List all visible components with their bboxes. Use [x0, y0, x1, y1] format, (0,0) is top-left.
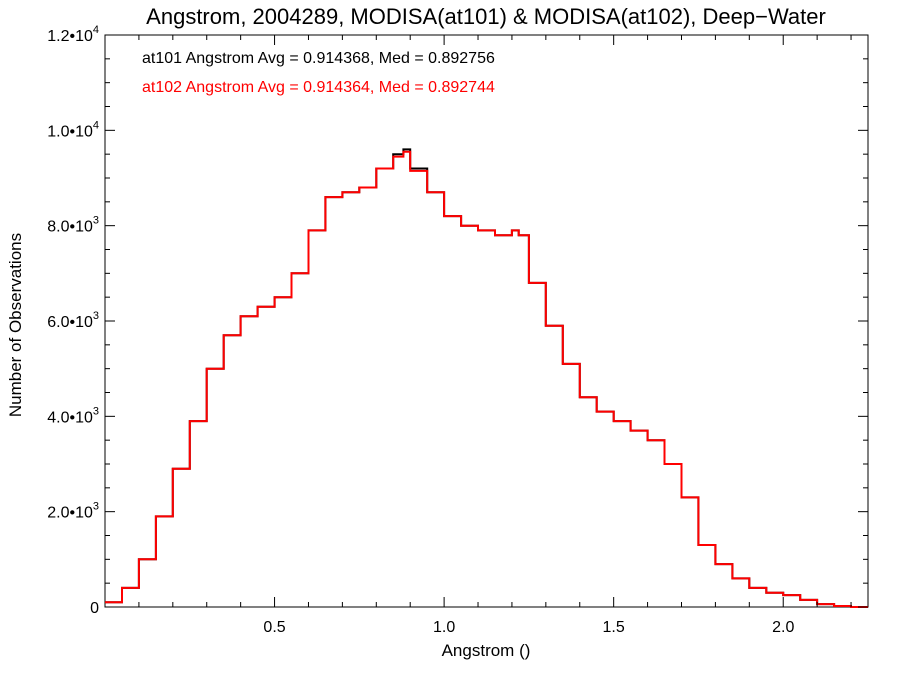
- annotation-1: at101 Angstrom Avg = 0.914368, Med = 0.8…: [142, 50, 495, 67]
- x-tick-label: 1.0: [433, 619, 455, 636]
- x-tick-label: 2.0: [772, 619, 794, 636]
- y-tick-label: 8.0•103: [47, 215, 99, 236]
- y-tick-label: 1.2•104: [47, 24, 99, 45]
- x-tick-label: 0.5: [263, 619, 285, 636]
- y-tick-label: 4.0•103: [47, 405, 99, 426]
- chart-title: Angstrom, 2004289, MODISA(at101) & MODIS…: [146, 4, 826, 29]
- y-axis-label: Number of Observations: [6, 233, 25, 417]
- series-line-2: [105, 150, 868, 608]
- x-tick-label: 1.5: [603, 619, 625, 636]
- y-tick-label: 1.0•104: [47, 119, 99, 140]
- series-layer: [105, 148, 868, 608]
- ticks-layer: 0.5 1.0 1.5 2.0 0 2.0•103 4.0•103 6.0•103 8.0•10…: [47, 24, 868, 636]
- y-tick-label: 6.0•103: [47, 310, 99, 331]
- y-tick-label: 0: [90, 600, 99, 617]
- annotation-2: at102 Angstrom Avg = 0.914364, Med = 0.8…: [142, 79, 495, 96]
- plot-frame: [104, 34, 869, 608]
- y-tick-label: 2.0•103: [47, 501, 99, 522]
- x-axis-label: Angstrom (): [442, 641, 531, 660]
- annotations: at101 Angstrom Avg = 0.914368, Med = 0.8…: [142, 50, 495, 96]
- series-line-1: [105, 148, 868, 608]
